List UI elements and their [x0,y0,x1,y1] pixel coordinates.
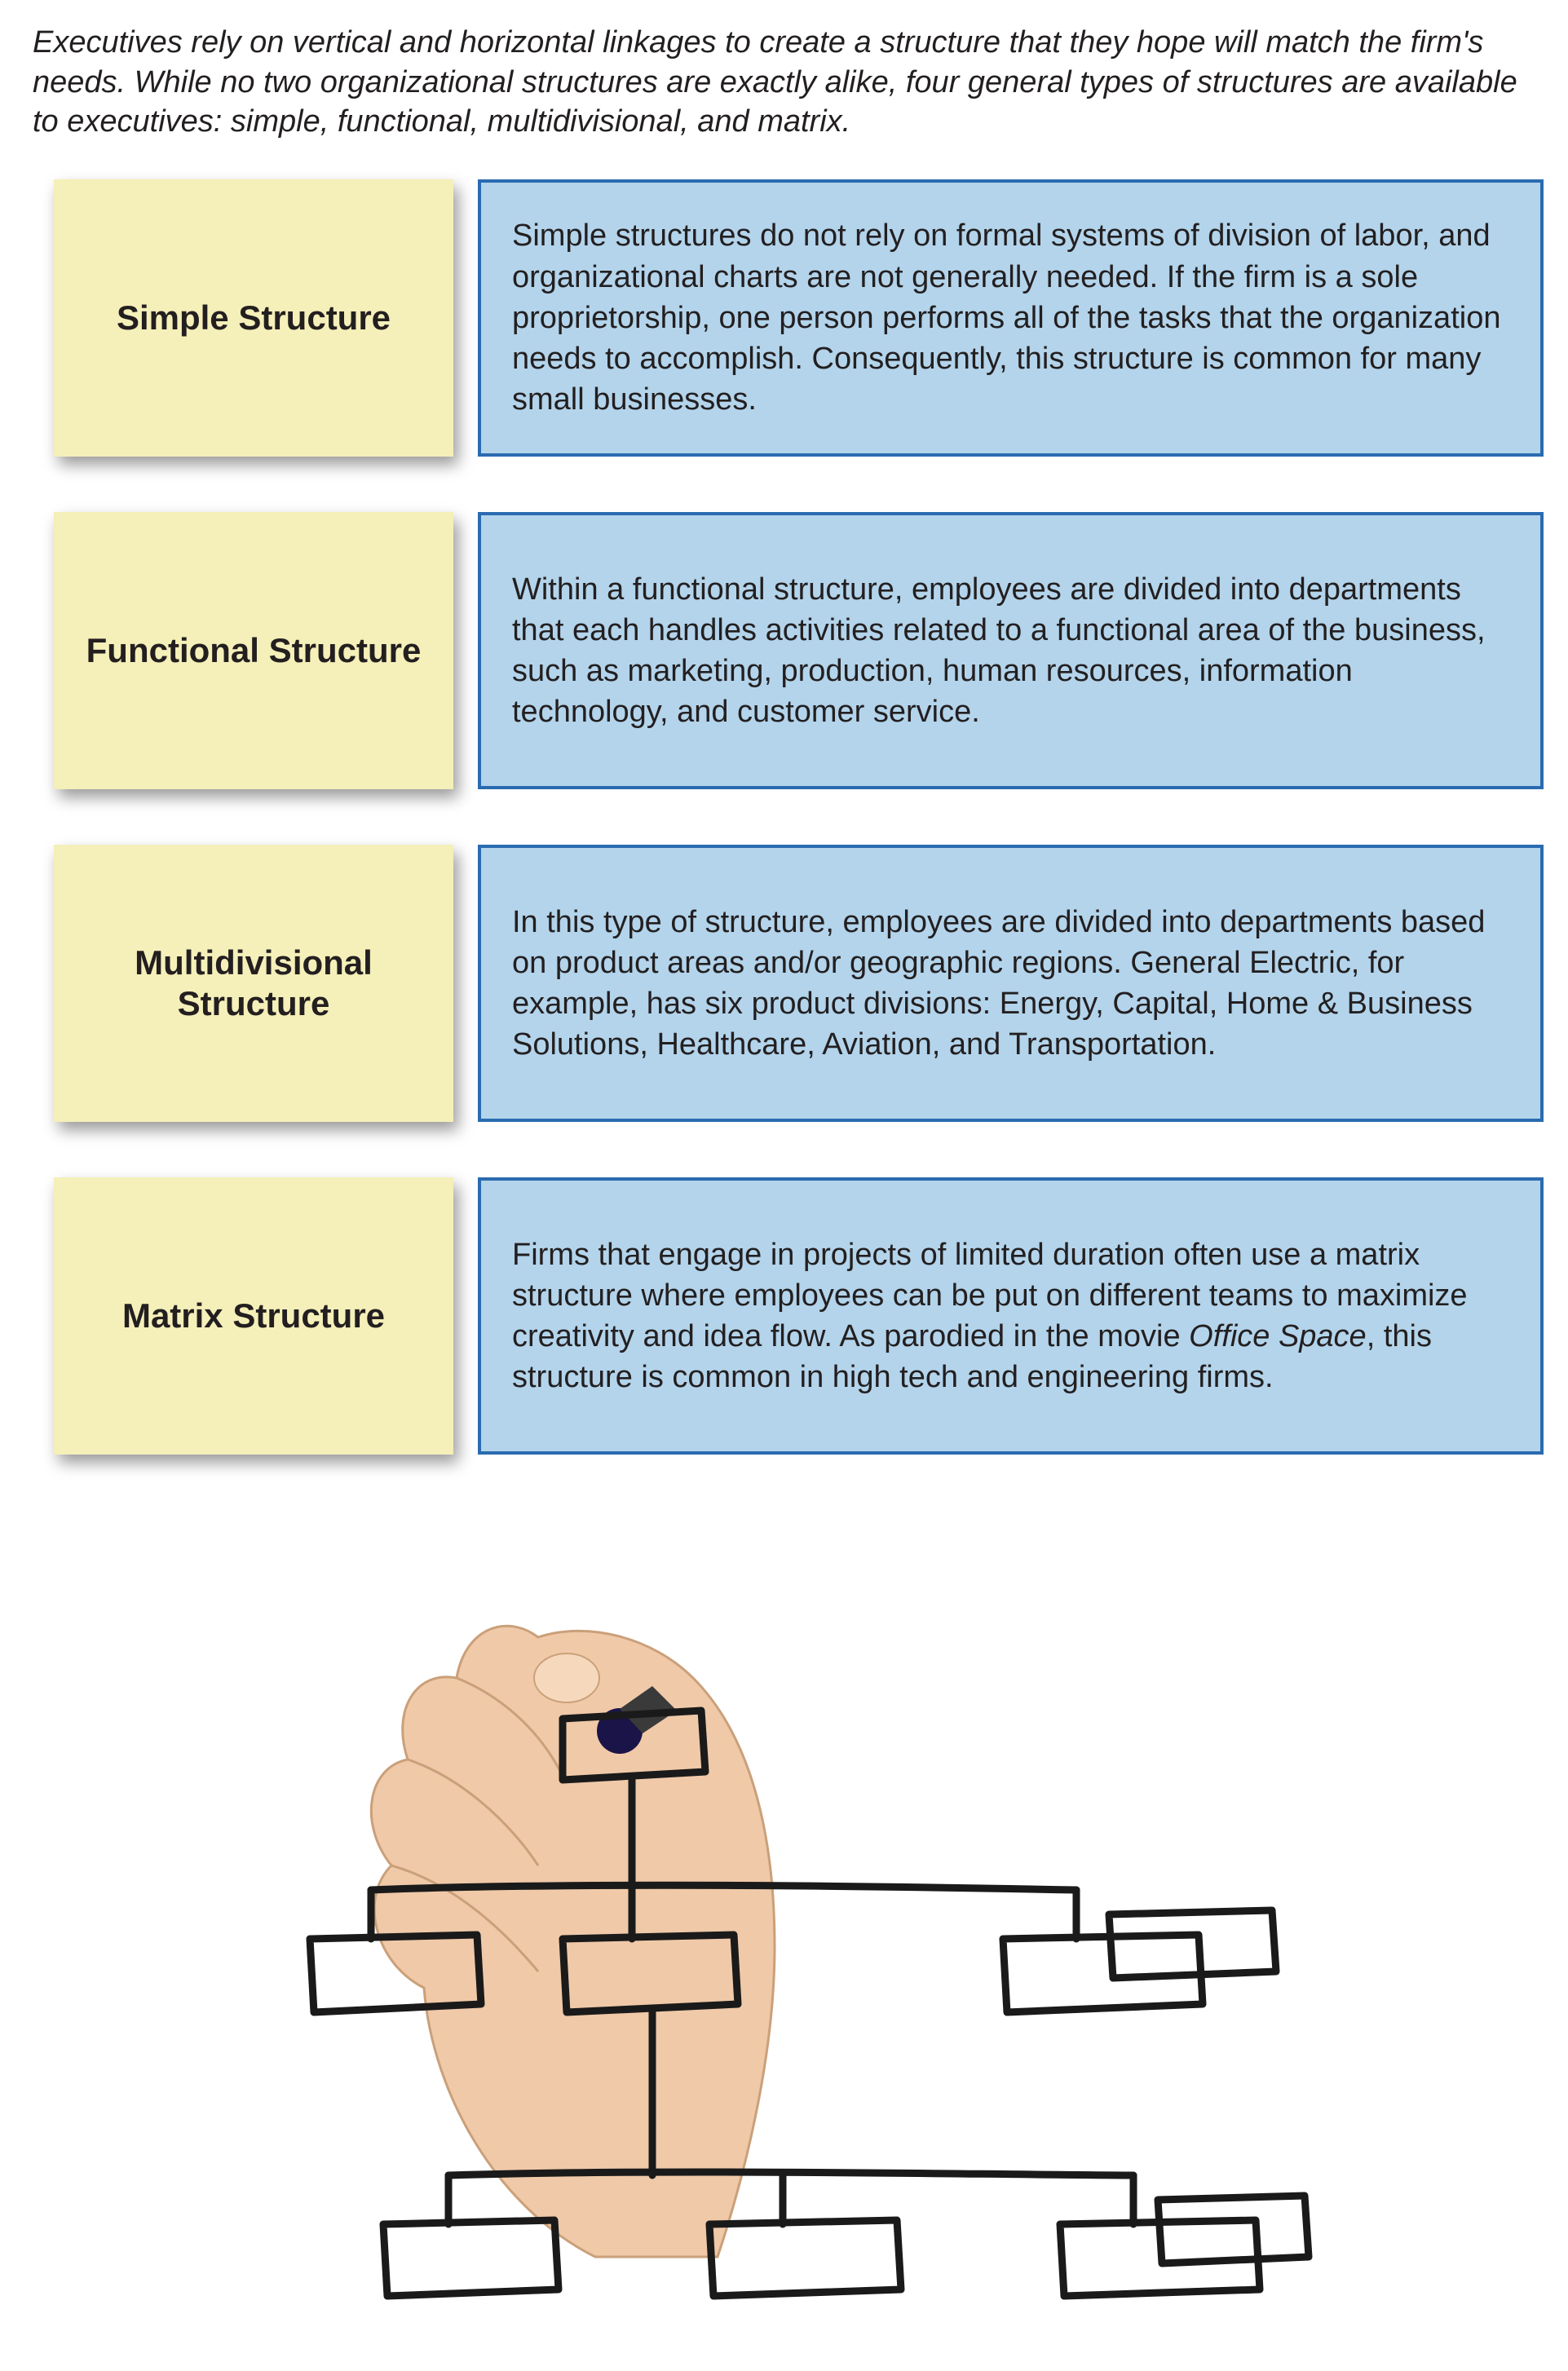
description-text: In this type of structure, employees are… [512,902,1503,1066]
label-box: Matrix Structure [54,1177,453,1455]
structure-list: Simple Structure Simple structures do no… [54,179,1544,1455]
label-text: Functional Structure [86,630,422,671]
label-box: Multidivisional Structure [54,845,453,1122]
label-box: Functional Structure [54,512,453,789]
label-text: Multidivisional Structure [78,943,429,1023]
label-text: Simple Structure [117,298,391,338]
label-text: Matrix Structure [122,1296,385,1336]
structure-row-multidivisional: Multidivisional Structure In this type o… [54,845,1544,1122]
description-text: Within a functional structure, employees… [512,569,1503,733]
description-box: Within a functional structure, employees… [478,512,1544,789]
description-text: Simple structures do not rely on formal … [512,215,1503,420]
structure-row-simple: Simple Structure Simple structures do no… [54,179,1544,457]
description-box: Firms that engage in projects of limited… [478,1177,1544,1455]
description-box: Simple structures do not rely on formal … [478,179,1544,457]
structure-row-matrix: Matrix Structure Firms that engage in pr… [54,1177,1544,1455]
structure-row-functional: Functional Structure Within a functional… [54,512,1544,789]
hand-org-chart-illustration [294,1588,1321,2371]
label-box: Simple Structure [54,179,453,457]
description-box: In this type of structure, employees are… [478,845,1544,1122]
intro-paragraph: Executives rely on vertical and horizont… [33,23,1544,142]
description-text: Firms that engage in projects of limited… [512,1234,1503,1398]
